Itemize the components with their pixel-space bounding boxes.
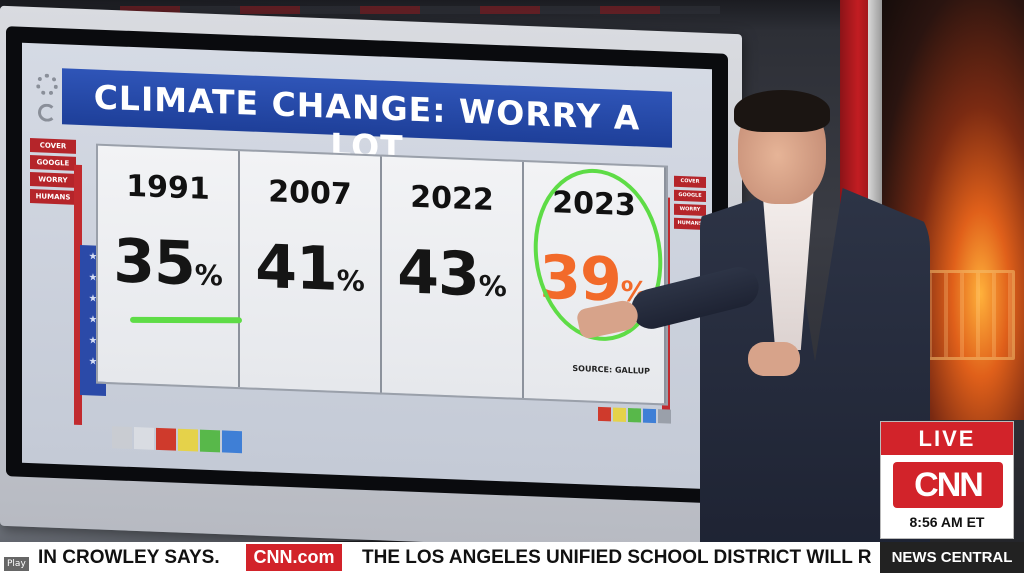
burning-house [925,270,1015,360]
live-label: LIVE [881,422,1013,455]
refresh-icon[interactable] [38,103,56,123]
column-2007[interactable]: 2007 41% [240,151,382,393]
presenter-hair [734,90,830,132]
left-nav-tabs: COVER GOOGLE WORRY HUMANS [30,138,80,208]
column-1991[interactable]: 1991 35% [98,145,243,388]
year-label: 1991 [126,168,210,207]
percent-value: 41% [240,231,380,306]
color-swatch[interactable] [222,430,242,454]
percent-sign: % [478,269,507,304]
tab-google[interactable]: GOOGLE [30,155,76,171]
touchscreen-display[interactable]: CLIMATE CHANGE: WORRY A LOT COVER GOOGLE… [22,42,712,490]
percent-value: 35% [98,226,238,301]
color-palette[interactable] [112,426,242,454]
year-label: 2007 [268,174,352,213]
ticker-text-right: THE LOS ANGELES UNIFIED SCHOOL DISTRICT … [362,547,872,568]
color-swatch[interactable] [112,426,132,449]
play-button[interactable]: Play [4,557,29,571]
tab-worry[interactable]: WORRY [30,172,76,188]
cnn-logo: CNN [893,462,1003,508]
board-title-bar: CLIMATE CHANGE: WORRY A LOT [62,68,672,167]
value-number: 43 [397,237,479,311]
live-bug: LIVE CNN 8:56 AM ET [880,421,1014,539]
value-number: 41 [255,231,337,305]
ticker-brand: CNN.com [246,544,342,571]
column-2022[interactable]: 2022 43% [382,156,524,399]
color-swatch[interactable] [156,427,176,451]
color-swatch[interactable] [134,427,154,450]
gear-icon[interactable] [36,73,58,97]
color-swatch[interactable] [613,407,626,422]
year-label: 2022 [410,179,494,218]
percent-sign: % [194,258,223,293]
tab-cover[interactable]: COVER [30,138,76,154]
news-ticker: IN CROWLEY SAYS. CNN.com THE LOS ANGELES… [0,542,1024,573]
presenter-hand [748,342,800,376]
poll-results-panel: 1991 35% 2007 41% 2022 43% 2023 39% SOUR… [96,143,671,406]
ceiling-lights [120,6,720,14]
tab-humans[interactable]: HUMANS [30,189,76,205]
broadcast-time: 8:56 AM ET [909,514,985,530]
ticker-text-left: IN CROWLEY SAYS. [38,547,220,568]
show-name: NEWS CENTRAL [880,542,1024,573]
percent-sign: % [336,263,365,298]
value-number: 35 [113,226,195,300]
color-swatch[interactable] [200,429,220,453]
marker-underline [129,316,243,324]
color-swatch[interactable] [178,428,198,452]
percent-value: 43% [382,237,522,312]
color-swatch[interactable] [598,406,611,422]
